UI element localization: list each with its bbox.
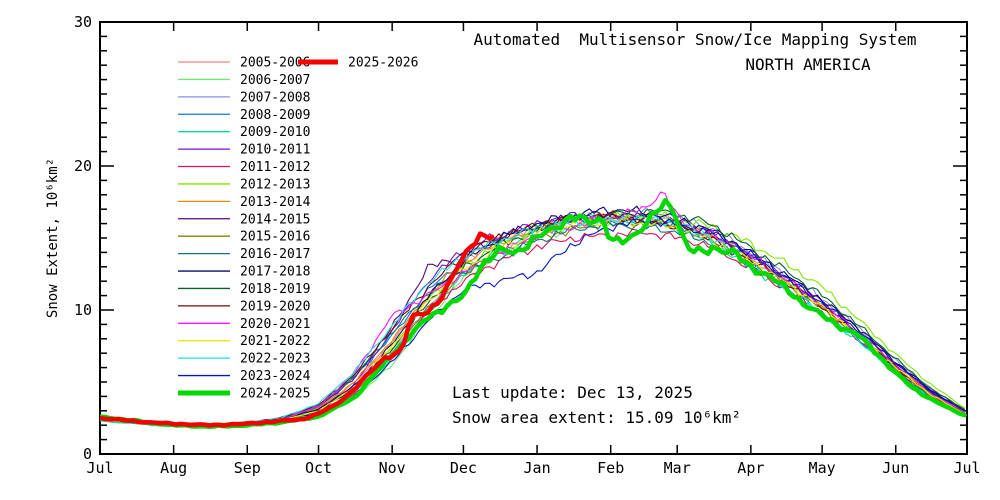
x-tick-label: Jul [86,459,113,477]
legend-label: 2023-2024 [240,369,311,384]
legend-label: 2022-2023 [240,352,310,367]
x-tick-label: Apr [737,459,764,477]
legend-entry-2014-2015: 2014-2015 [178,212,310,227]
legend-entry-2020-2021: 2020-2021 [178,317,310,332]
legend-entry-2011-2012: 2011-2012 [178,160,310,175]
legend-label: 2006-2007 [240,73,310,88]
legend-entry-2021-2022: 2021-2022 [178,334,310,349]
x-tick-label: Jun [882,459,909,477]
x-tick-label: Dec [450,459,477,477]
legend-label: 2013-2014 [240,195,311,210]
x-tick-label: Jan [524,459,551,477]
series-curves [100,191,967,429]
legend-entry-2024-2025: 2024-2025 [178,386,310,401]
legend-label: 2011-2012 [240,160,310,175]
series-line-2025-2026 [100,231,495,428]
legend-label: 2008-2009 [240,108,310,123]
legend-label: 2021-2022 [240,334,310,349]
legend-entry-2012-2013: 2012-2013 [178,177,310,192]
legend-entry-2018-2019: 2018-2019 [178,282,310,297]
legend-entry-2007-2008: 2007-2008 [178,90,310,105]
legend-entry-2017-2018: 2017-2018 [178,265,310,280]
legend-entry-2009-2010: 2009-2010 [178,125,310,140]
x-tick-label: Mar [664,459,691,477]
legend: 2005-2006 2006-2007 2007-2008 2008-2009 2009… [178,56,418,401]
legend-label: 2018-2019 [240,282,310,297]
x-tick-label: Oct [305,459,332,477]
x-tick-label: Feb [597,459,624,477]
legend-label: 2020-2021 [240,317,310,332]
y-tick-label: 20 [74,157,92,175]
x-tick-label: Aug [160,459,187,477]
x-tick-label: May [809,459,836,477]
legend-label: 2010-2011 [240,143,310,158]
legend-entry-2016-2017: 2016-2017 [178,247,310,262]
legend-entry-2015-2016: 2015-2016 [178,230,310,245]
chart-subtitle-region: NORTH AMERICA [745,55,871,74]
x-tick-label: Sep [234,459,261,477]
legend-entry-2005-2006: 2005-2006 [178,56,310,71]
axes: 0 10 20 30 Jul Aug Sep Oct Nov Dec Jan Feb Mar Apr May… [74,13,981,477]
legend-entry-2008-2009: 2008-2009 [178,108,310,123]
snow-area-extent-text: Snow area extent: 15.09 10⁶km² [452,408,741,427]
legend-label: 2017-2018 [240,265,310,280]
x-tick-label: Nov [379,459,406,477]
last-update-text: Last update: Dec 13, 2025 [452,383,693,402]
x-tick-label: Jul [953,459,980,477]
legend-label: 2019-2020 [240,299,310,314]
legend-entry-2025-2026: 2025-2026 [298,56,418,71]
legend-label: 2014-2015 [240,212,310,227]
legend-entry-2019-2020: 2019-2020 [178,299,310,314]
legend-label: 2005-2006 [240,56,310,71]
legend-entry-2023-2024: 2023-2024 [178,369,311,384]
legend-label: 2024-2025 [240,386,310,401]
legend-label: 2015-2016 [240,230,310,245]
legend-label: 2025-2026 [348,56,418,71]
y-tick-label: 30 [74,13,92,31]
legend-label: 2016-2017 [240,247,310,262]
legend-entry-2006-2007: 2006-2007 [178,73,310,88]
y-tick-label: 0 [83,445,92,463]
y-tick-label: 10 [74,301,92,319]
chart-title: Automated Multisensor Snow/Ice Mapping S… [473,30,916,49]
y-axis-label: Snow Extent, 10⁶km² [45,158,61,318]
legend-label: 2007-2008 [240,90,310,105]
legend-entry-2010-2011: 2010-2011 [178,143,310,158]
legend-label: 2012-2013 [240,177,310,192]
legend-entry-2022-2023: 2022-2023 [178,352,310,367]
legend-entry-2013-2014: 2013-2014 [178,195,311,210]
legend-label: 2009-2010 [240,125,310,140]
